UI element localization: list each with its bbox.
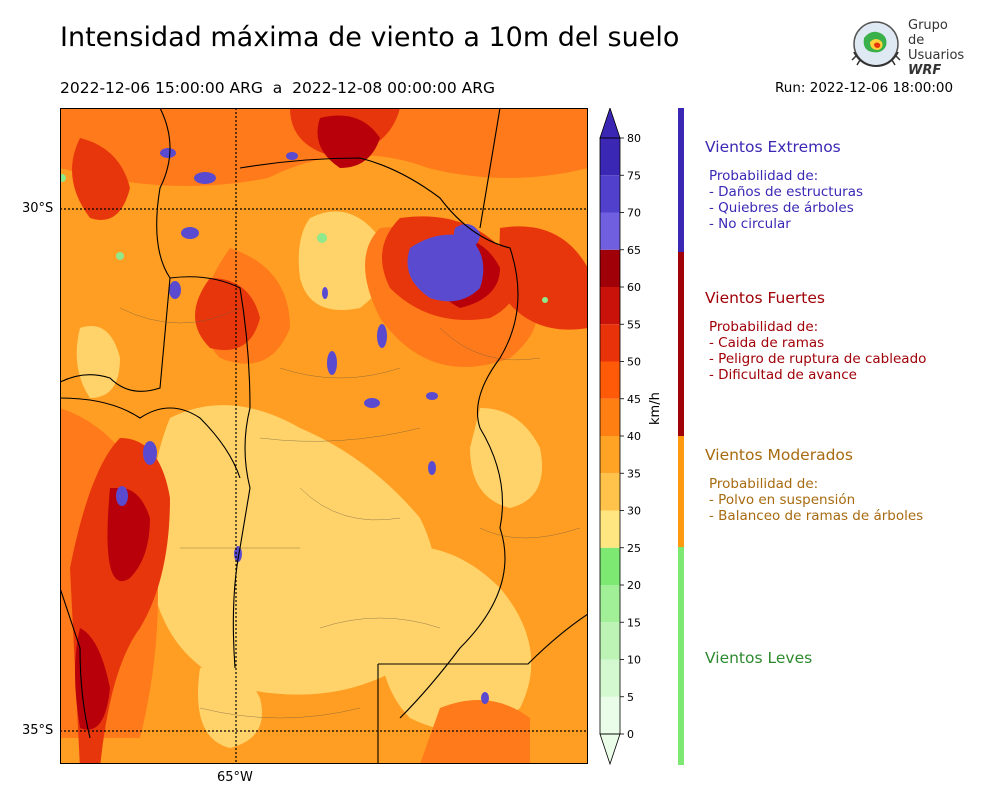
colorbar-bin-15-20 bbox=[600, 585, 620, 623]
colorbar-tick-label: 30 bbox=[627, 505, 641, 518]
graticule bbox=[60, 108, 588, 764]
colorbar-tick-label: 75 bbox=[627, 169, 641, 182]
legend-description-line: - Balanceo de ramas de árboles bbox=[709, 508, 924, 524]
colorbar-tick-label: 70 bbox=[627, 207, 641, 220]
colorbar-bin-30-35 bbox=[600, 473, 620, 511]
map-frame bbox=[60, 108, 588, 764]
legend-category-title: Vientos Extremos bbox=[705, 138, 841, 156]
lat-label-30s: 30°S bbox=[22, 201, 54, 216]
legend-description-line: - Caida de ramas bbox=[709, 335, 825, 351]
colorbar-tick-label: 55 bbox=[627, 318, 641, 331]
colorbar-bin-35-40 bbox=[600, 436, 620, 474]
lat-label-35s: 35°S bbox=[22, 723, 54, 738]
legend-category-title: Vientos Moderados bbox=[705, 446, 853, 464]
legend-category-title: Vientos Leves bbox=[705, 649, 813, 667]
legend-category-title: Vientos Fuertes bbox=[705, 289, 825, 307]
colorbar-tick-label: 0 bbox=[627, 728, 634, 741]
extreme-wind-spots bbox=[116, 148, 489, 704]
legend-category-description: Probabilidad de: - Polvo en suspensión - B… bbox=[705, 476, 923, 524]
colorbar-bin-10-15 bbox=[600, 622, 620, 660]
colorbar-extend-top bbox=[599, 108, 621, 139]
colorbar-tick-label: 25 bbox=[627, 542, 641, 555]
legend-description-line: - Daños de estructuras bbox=[709, 184, 864, 200]
colorbar-bin-65-70 bbox=[600, 212, 620, 250]
legend-description-line: - No circular bbox=[709, 216, 791, 232]
colorbar-bin-40-45 bbox=[600, 398, 620, 436]
colorbar-bin-75-80 bbox=[600, 138, 620, 176]
colorbar-tick-label: 60 bbox=[627, 281, 641, 294]
logo-line-1: Grupo de bbox=[908, 18, 948, 48]
province-borders bbox=[60, 108, 588, 764]
colorbar-bin-60-65 bbox=[600, 249, 620, 287]
colorbar-bin-25-30 bbox=[600, 510, 620, 548]
department-borders bbox=[119, 307, 581, 719]
colorbar-bin-5-10 bbox=[600, 659, 620, 697]
colorbar-bin-45-50 bbox=[600, 361, 620, 399]
wind-intensity-map bbox=[60, 108, 588, 764]
forecast-period: 2022-12-06 15:00:00 ARG a 2022-12-08 00:… bbox=[60, 79, 496, 97]
legend-description-line: - Polvo en suspensión bbox=[709, 492, 856, 508]
colorbar-tick-label: 65 bbox=[627, 244, 641, 257]
colorbar-bin-0-5 bbox=[600, 696, 620, 734]
logo-line-3: WRF bbox=[908, 63, 942, 78]
legend-category: Vientos Fuertes Probabilidad de: - Caida d… bbox=[705, 289, 926, 383]
legend-description-line: Probabilidad de: bbox=[709, 319, 819, 335]
legend-category: Vientos Leves bbox=[705, 649, 812, 667]
colorbar-bin-70-75 bbox=[600, 175, 620, 213]
colorbar-tick-label: 40 bbox=[627, 430, 641, 443]
colorbar-tick-label: 45 bbox=[627, 393, 641, 406]
globe-logo-icon bbox=[851, 21, 901, 68]
legend-description-line: Probabilidad de: bbox=[709, 168, 819, 184]
colorbar-tick-label: 80 bbox=[627, 132, 641, 145]
colorbar-tick-label: 10 bbox=[627, 654, 641, 667]
legend-bar-2 bbox=[678, 436, 684, 547]
colorbar-tick-label: 50 bbox=[627, 356, 641, 369]
legend-bar-3 bbox=[678, 547, 684, 765]
legend-category-description: Probabilidad de: - Caida de ramas - Peligr… bbox=[705, 319, 926, 383]
light-breeze-spots bbox=[60, 174, 548, 303]
legend-category: Vientos Extremos Probabilidad de: - Daños … bbox=[705, 138, 863, 232]
logo-line-2: Usuarios bbox=[908, 48, 965, 63]
lon-label-65w: 65°W bbox=[217, 770, 253, 785]
legend-category-description: Probabilidad de: - Daños de estructuras - … bbox=[705, 168, 863, 232]
colorbar-bin-20-25 bbox=[600, 547, 620, 585]
colorbar-extend-bottom bbox=[599, 733, 621, 766]
legend-category: Vientos Moderados Probabilidad de: - Polvo… bbox=[705, 446, 923, 524]
legend-description-line: - Dificultad de avance bbox=[709, 367, 857, 383]
legend-bar-0 bbox=[678, 108, 684, 252]
legend-description-line: Probabilidad de: bbox=[709, 476, 819, 492]
colorbar-bin-55-60 bbox=[600, 287, 620, 325]
legend-bar-1 bbox=[678, 252, 684, 436]
wrf-logo: Grupo de Usuarios WRF bbox=[848, 16, 968, 78]
legend-description-line: - Quiebres de árboles bbox=[709, 200, 854, 216]
colorbar-tick-label: 20 bbox=[627, 579, 641, 592]
light-wind-areas bbox=[76, 211, 542, 748]
colorbar-tick-label: 5 bbox=[627, 691, 634, 704]
colorbar-tick-label: 35 bbox=[627, 467, 641, 480]
colorbar-tick-label: 15 bbox=[627, 616, 641, 629]
run-timestamp: Run: 2022-12-06 18:00:00 bbox=[775, 80, 954, 96]
legend-description-line: - Peligro de ruptura de cableado bbox=[709, 351, 927, 367]
colorbar-bin-50-55 bbox=[600, 324, 620, 362]
chart-title: Intensidad máxima de viento a 10m del su… bbox=[60, 22, 680, 53]
colorbar-unit-label: km/h bbox=[648, 392, 663, 425]
